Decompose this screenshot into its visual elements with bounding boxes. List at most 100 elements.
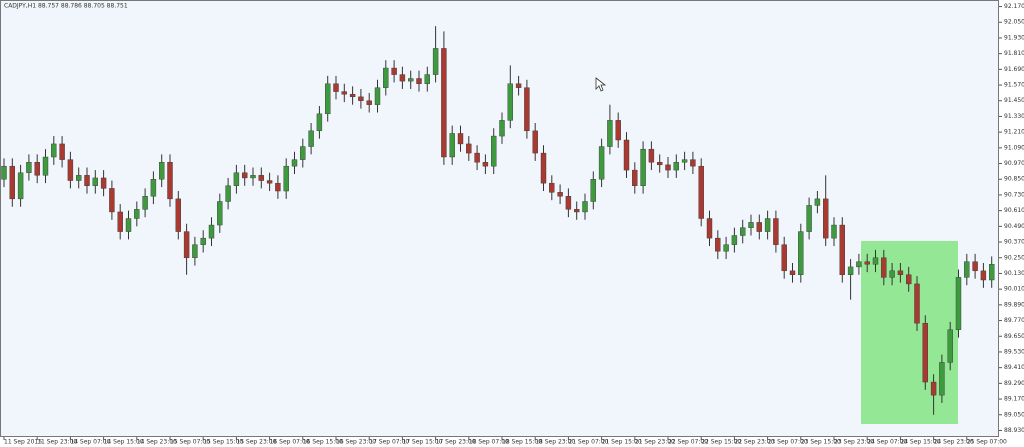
candle-body (632, 169, 638, 186)
candle-body (540, 152, 547, 184)
candle-body (366, 100, 372, 105)
candle-body (92, 177, 99, 186)
y-tick-label: 90.370 (1004, 239, 1024, 246)
x-tick-label: 15 Sep 23:00 (236, 439, 276, 446)
y-tick-label: 91.090 (1004, 144, 1024, 151)
x-tick-label: 21 Sep 23:00 (635, 439, 675, 446)
candle-body (26, 162, 32, 173)
candle-body (731, 235, 738, 245)
candle-body (557, 192, 563, 197)
x-tick-label: 25 Sep 07:00 (967, 439, 1007, 446)
candle-body (424, 74, 430, 84)
x-tick-label: 23 Sep 23:00 (834, 439, 874, 446)
candle-body (740, 227, 746, 236)
candle-body (872, 257, 879, 265)
candle-body (814, 198, 821, 206)
candle-body (881, 257, 887, 278)
candle-body (789, 270, 796, 275)
candle-body (34, 162, 40, 176)
candle-body (300, 146, 306, 160)
x-tick-label: 18 Sep 07:00 (469, 439, 509, 446)
candle-body (9, 165, 16, 200)
candle-body (889, 270, 895, 278)
candle-body (972, 261, 978, 272)
candle-body (1, 165, 7, 180)
candle-body (383, 67, 389, 88)
y-tick-label: 89.170 (1004, 396, 1024, 403)
candle-body (233, 172, 240, 186)
candle-body (582, 201, 588, 213)
candle-body (333, 83, 339, 92)
candle-body (648, 148, 655, 163)
candle-body (100, 177, 107, 189)
candle-body (989, 264, 995, 281)
candle-body (781, 244, 787, 272)
candle-body (316, 113, 323, 132)
candle-body (391, 67, 397, 75)
x-tick-label: 14 Sep 07:00 (70, 439, 110, 446)
x-tick-label: 16 Sep 23:00 (336, 439, 376, 446)
candle-body (142, 196, 148, 210)
candle-body (59, 143, 65, 160)
candle-body (640, 148, 646, 186)
candle-body (17, 172, 24, 200)
x-tick-label: 16 Sep 07:00 (270, 439, 310, 446)
candle-body (349, 94, 356, 98)
y-tick-label: 89.290 (1004, 380, 1024, 387)
x-tick-label: 22 Sep 07:00 (668, 439, 708, 446)
candle-body (266, 180, 273, 184)
y-tick-label: 91.930 (1004, 34, 1024, 41)
candle-body (715, 237, 721, 252)
candle-body (590, 179, 596, 202)
candle-body (698, 165, 704, 219)
candle-body (549, 182, 555, 193)
y-tick-label: 90.130 (1004, 270, 1024, 277)
candle-body (67, 159, 74, 181)
candle-body (491, 135, 497, 167)
y-tick-label: 89.410 (1004, 364, 1024, 371)
y-tick-label: 90.970 (1004, 160, 1024, 167)
candle-body (723, 244, 729, 252)
y-tick-label: 91.210 (1004, 129, 1024, 136)
y-tick-label: 90.490 (1004, 223, 1024, 230)
x-tick-label: 24 Sep 15:00 (900, 439, 940, 446)
y-tick-label: 92.050 (1004, 19, 1024, 26)
candle-body (399, 74, 406, 82)
y-tick-label: 89.890 (1004, 301, 1024, 308)
y-tick-label: 88.930 (1004, 427, 1024, 434)
y-tick-label: 90.730 (1004, 191, 1024, 198)
candle-body (964, 261, 970, 278)
candle-body (474, 152, 480, 163)
y-tick-label: 89.530 (1004, 348, 1024, 355)
candle-body (225, 185, 231, 202)
candle-body (358, 96, 364, 101)
candle-body (250, 175, 256, 179)
y-tick-label: 92.170 (1004, 3, 1024, 10)
candle-body (831, 224, 837, 239)
candle-body (466, 143, 472, 154)
candle-body (158, 162, 165, 180)
x-tick-label: 16 Sep 15:00 (303, 439, 343, 446)
x-tick-label: 11 Sep 23:00 (37, 439, 77, 446)
candle-body (706, 218, 713, 239)
candle-body (798, 231, 804, 275)
candle-body (690, 159, 696, 167)
candle-body (42, 156, 49, 176)
candle-body (408, 78, 414, 82)
candle-body (208, 224, 215, 239)
x-tick-label: 17 Sep 07:00 (369, 439, 409, 446)
candle-body (864, 261, 870, 265)
candle-body (134, 209, 140, 219)
candle-body (441, 48, 447, 158)
candle-body (217, 201, 223, 226)
candle-body (574, 209, 580, 213)
candle-body (532, 130, 538, 154)
y-tick-label: 89.050 (1004, 411, 1024, 418)
x-tick-label: 21 Sep 07:00 (568, 439, 608, 446)
candle-body (748, 222, 754, 228)
x-tick-label: 23 Sep 07:00 (768, 439, 808, 446)
x-tick-label: 15 Sep 07:00 (170, 439, 210, 446)
candle-body (241, 172, 248, 179)
candle-body (947, 329, 953, 363)
candle-body (84, 175, 90, 186)
